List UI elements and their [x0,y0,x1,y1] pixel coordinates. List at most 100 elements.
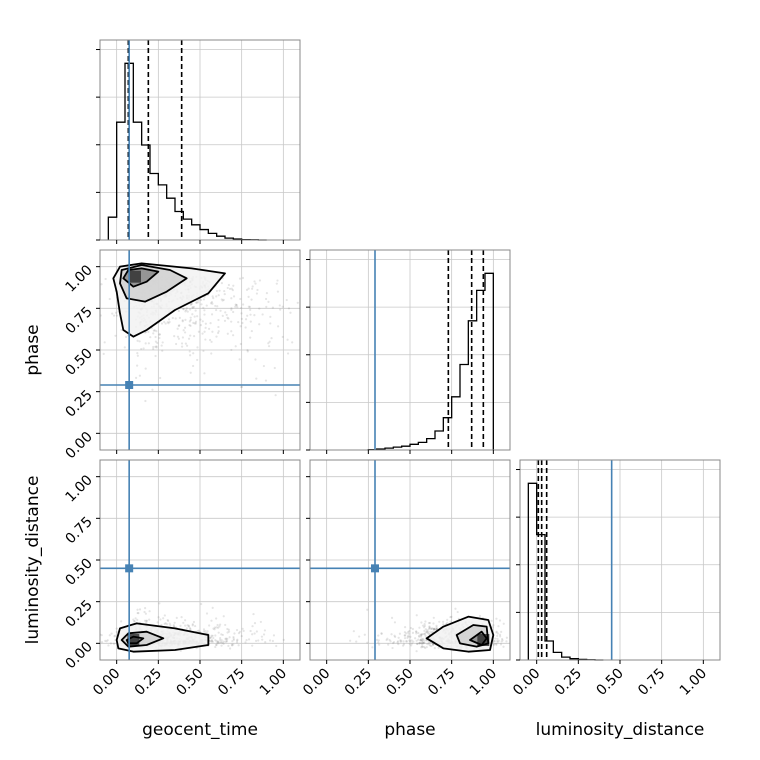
sample-point [112,314,116,317]
sample-point [159,376,162,380]
sample-point [212,627,215,630]
sample-point [240,634,243,638]
sample-point [211,640,214,643]
sample-point [253,314,256,317]
sample-point [166,321,169,324]
sample-point [218,625,221,628]
sample-point [120,328,123,332]
sample-point [160,322,164,325]
sample-point [209,302,213,305]
sample-point [210,340,213,343]
sample-point [430,627,433,631]
sample-point [215,617,218,620]
sample-point [416,642,419,646]
sample-point [202,349,205,353]
sample-point [399,640,402,643]
sample-point [192,364,195,368]
sample-point [420,639,424,643]
sample-point [495,643,498,646]
sample-point [104,277,107,281]
sample-point [402,644,405,647]
sample-point [427,627,431,630]
sample-point [278,304,281,307]
sample-point [216,641,219,645]
sample-point [168,320,171,324]
sample-point [223,319,227,322]
sample-point [217,331,220,335]
sample-point [500,640,503,643]
sample-point [184,624,187,627]
sample-point [107,644,110,647]
x-tick-label: 1.00 [467,666,500,699]
sample-point [358,635,361,638]
x-tick-label: 0.50 [593,666,626,699]
sample-point [249,629,252,633]
sample-point [352,630,355,633]
y-tick-label: 0.50 [62,556,95,589]
sample-point [185,307,188,310]
contour-line-0 [115,622,210,653]
sample-point [221,314,224,317]
sample-point [188,350,191,353]
sample-point [180,342,184,345]
sample-point [204,326,207,329]
sample-point [178,316,181,319]
y-tick-label: 0.50 [62,346,95,379]
sample-point [421,638,424,641]
sample-point [191,306,194,309]
sample-point [419,639,423,642]
sample-point [396,640,400,643]
sample-point [197,629,200,632]
sample-point [213,626,216,629]
sample-point [230,643,234,646]
sample-point [158,602,161,605]
sample-point [255,639,258,642]
hist-panel-geocent_time [96,39,301,244]
sample-point [172,624,175,627]
sample-point [426,631,429,634]
sample-point [491,626,494,629]
sample-point [427,632,430,635]
sample-point [154,354,157,358]
sample-point [271,306,274,309]
sample-point [390,633,393,636]
sample-point [187,625,191,628]
sample-point [432,627,436,630]
sample-point [234,345,237,348]
x-tick-label: 0.00 [300,666,333,699]
sample-point [235,303,238,307]
sample-point [163,622,166,625]
sample-point [123,346,126,349]
sample-point [260,635,264,638]
sample-point [423,633,426,636]
sample-point [423,629,426,632]
sample-point [426,629,429,632]
sample-point [428,632,431,636]
sample-point [236,639,239,642]
sample-point [191,306,194,309]
sample-point [255,292,258,295]
sample-point [255,377,258,380]
x-tick-label: 0.75 [635,666,668,699]
sample-point [238,630,242,633]
sample-point [161,341,164,344]
sample-point [377,634,380,637]
hist-panel-phase [306,249,511,454]
sample-point [223,289,226,293]
sample-point [411,631,415,634]
sample-point [210,639,213,643]
sample-point [189,371,192,374]
sample-point [407,635,410,638]
sample-point [432,628,435,631]
sample-point [410,639,413,642]
sample-point [282,638,285,641]
sample-point [259,620,262,624]
sample-point [192,352,195,355]
sample-point [188,320,191,323]
sample-point [276,290,280,293]
sample-point [154,335,157,339]
sample-point [210,619,213,622]
sample-point [500,630,503,633]
sample-point [446,618,449,621]
